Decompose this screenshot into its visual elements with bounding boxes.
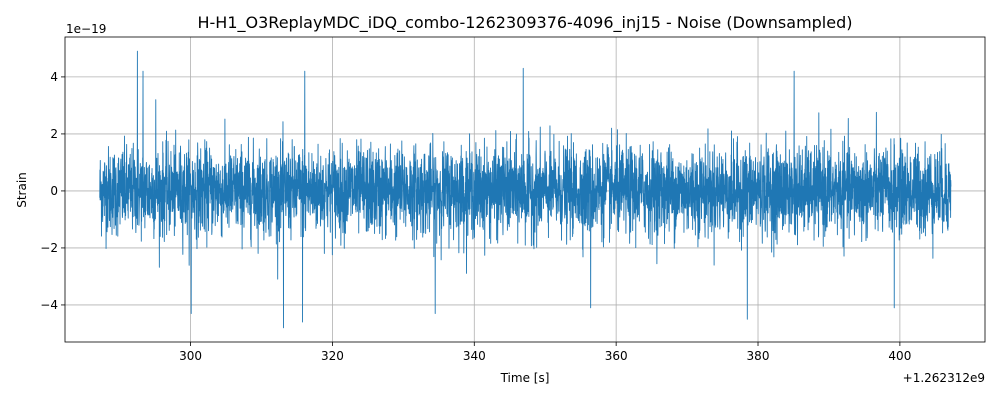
y-scale-label: 1e−19 <box>66 22 106 36</box>
y-tick-label: −4 <box>40 298 58 312</box>
x-tick-label: 300 <box>179 349 202 363</box>
x-axis: 300 320 340 360 380 400 <box>179 342 911 363</box>
x-tick-label: 380 <box>747 349 770 363</box>
y-tick-label: −2 <box>40 241 58 255</box>
x-tick-label: 320 <box>321 349 344 363</box>
x-offset-label: +1.262312e9 <box>903 371 985 385</box>
axes-frame <box>64 36 986 343</box>
x-axis-label: Time [s] <box>500 371 550 385</box>
y-tick-label: 2 <box>50 127 58 141</box>
x-tick-label: 400 <box>888 349 911 363</box>
x-tick-label: 340 <box>463 349 486 363</box>
y-tick-label: 0 <box>50 184 58 198</box>
y-axis-label: Strain <box>15 172 29 208</box>
plot-area <box>99 50 952 329</box>
y-axis: −4 −2 0 2 4 <box>40 70 65 312</box>
chart-title: H-H1_O3ReplayMDC_iDQ_combo-1262309376-40… <box>198 13 853 33</box>
series-line <box>99 50 952 329</box>
x-tick-label: 360 <box>605 349 628 363</box>
y-tick-label: 4 <box>50 70 58 84</box>
